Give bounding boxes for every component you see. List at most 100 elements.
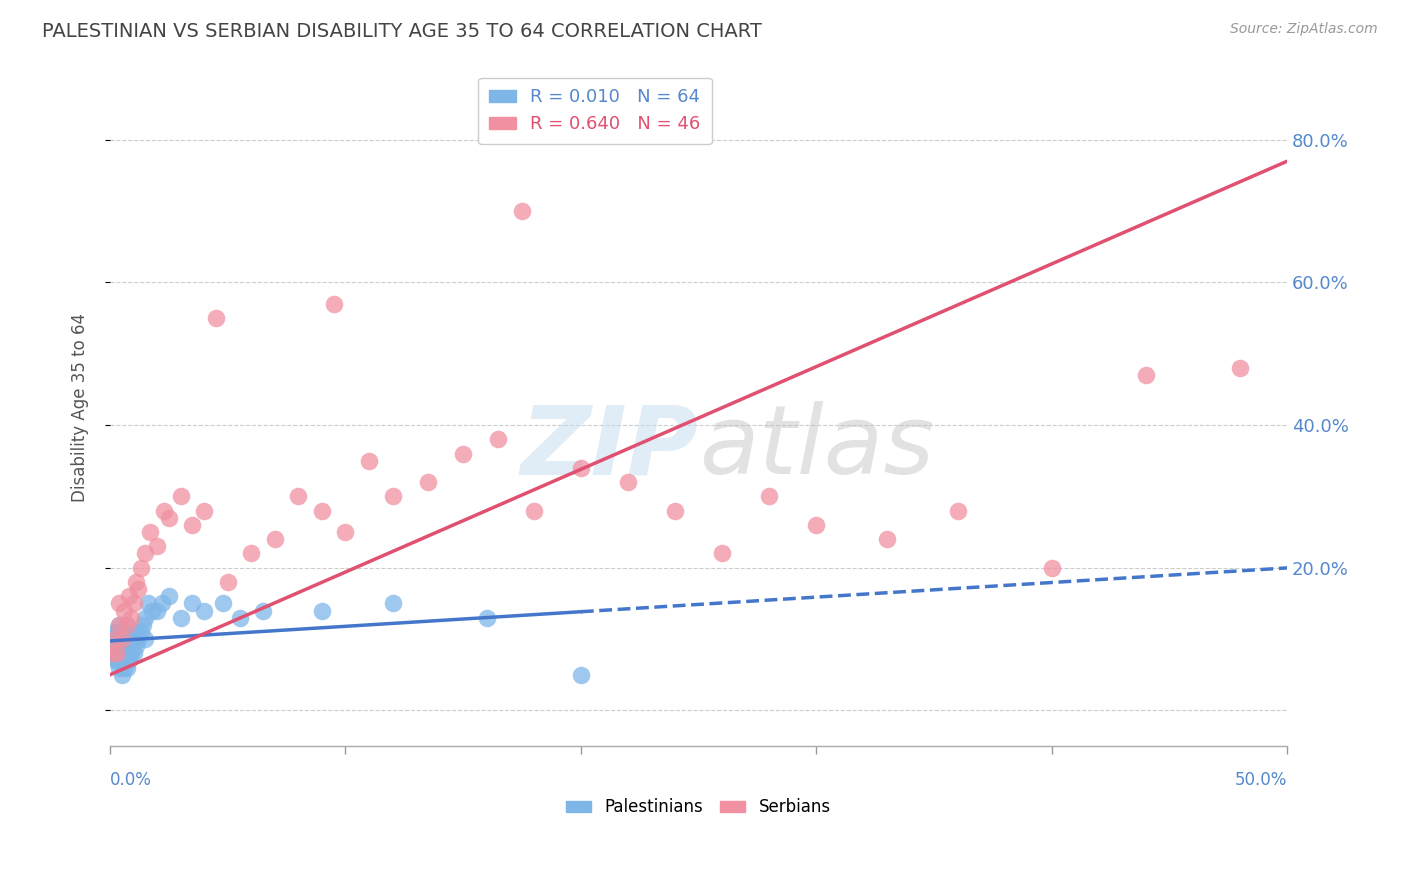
- Point: [108, 639, 131, 653]
- Point: [125, 624, 148, 639]
- Point: [475, 610, 498, 624]
- Point: [115, 646, 138, 660]
- Point: [120, 610, 142, 624]
- Point: [122, 646, 145, 660]
- Point: [157, 589, 180, 603]
- Text: ZIP: ZIP: [520, 401, 699, 494]
- Point: [228, 610, 250, 624]
- Point: [111, 632, 134, 646]
- Point: [115, 617, 138, 632]
- Point: [205, 311, 228, 326]
- Point: [170, 610, 193, 624]
- Point: [101, 639, 124, 653]
- Point: [108, 653, 131, 667]
- Point: [105, 632, 128, 646]
- Point: [101, 632, 124, 646]
- Point: [170, 490, 193, 504]
- Point: [125, 574, 148, 589]
- Point: [569, 461, 592, 475]
- Point: [105, 646, 128, 660]
- Point: [416, 475, 439, 490]
- Point: [112, 632, 135, 646]
- Point: [664, 504, 686, 518]
- Point: [112, 603, 135, 617]
- Point: [139, 525, 162, 540]
- Point: [127, 582, 149, 596]
- Point: [451, 447, 474, 461]
- Point: [335, 525, 357, 540]
- Point: [129, 560, 152, 574]
- Point: [711, 546, 734, 560]
- Text: 50.0%: 50.0%: [1234, 771, 1286, 789]
- Point: [101, 646, 124, 660]
- Point: [181, 596, 204, 610]
- Point: [311, 603, 333, 617]
- Point: [876, 533, 898, 547]
- Point: [758, 490, 780, 504]
- Text: PALESTINIAN VS SERBIAN DISABILITY AGE 35 TO 64 CORRELATION CHART: PALESTINIAN VS SERBIAN DISABILITY AGE 35…: [42, 22, 762, 41]
- Point: [132, 617, 155, 632]
- Point: [252, 603, 274, 617]
- Point: [287, 490, 309, 504]
- Point: [112, 653, 135, 667]
- Point: [118, 589, 141, 603]
- Text: Source: ZipAtlas.com: Source: ZipAtlas.com: [1230, 22, 1378, 37]
- Point: [112, 624, 135, 639]
- Point: [105, 653, 128, 667]
- Point: [104, 624, 127, 639]
- Point: [112, 639, 135, 653]
- Point: [1135, 368, 1157, 383]
- Point: [193, 603, 215, 617]
- Text: atlas: atlas: [699, 401, 934, 494]
- Point: [118, 653, 141, 667]
- Point: [105, 646, 128, 660]
- Point: [157, 511, 180, 525]
- Point: [569, 667, 592, 681]
- Point: [112, 660, 135, 674]
- Point: [105, 639, 128, 653]
- Point: [111, 667, 134, 681]
- Point: [1229, 361, 1251, 376]
- Point: [108, 617, 131, 632]
- Point: [311, 504, 333, 518]
- Point: [125, 639, 148, 653]
- Point: [120, 646, 142, 660]
- Point: [118, 624, 141, 639]
- Legend: Palestinians, Serbians: Palestinians, Serbians: [560, 791, 838, 823]
- Point: [115, 660, 138, 674]
- Point: [115, 632, 138, 646]
- Point: [115, 639, 138, 653]
- Point: [240, 546, 263, 560]
- Point: [322, 297, 344, 311]
- Point: [212, 596, 235, 610]
- Point: [146, 603, 169, 617]
- Point: [127, 632, 149, 646]
- Point: [129, 624, 152, 639]
- Point: [141, 603, 163, 617]
- Point: [108, 617, 131, 632]
- Point: [104, 632, 127, 646]
- Point: [263, 533, 285, 547]
- Point: [111, 632, 134, 646]
- Point: [120, 624, 142, 639]
- Point: [122, 596, 145, 610]
- Point: [104, 653, 127, 667]
- Point: [146, 539, 169, 553]
- Point: [108, 646, 131, 660]
- Point: [381, 490, 404, 504]
- Point: [134, 610, 156, 624]
- Point: [108, 660, 131, 674]
- Point: [488, 433, 510, 447]
- Point: [181, 518, 204, 533]
- Point: [111, 639, 134, 653]
- Point: [153, 504, 176, 518]
- Point: [104, 639, 127, 653]
- Point: [111, 646, 134, 660]
- Point: [136, 596, 159, 610]
- Point: [104, 632, 127, 646]
- Point: [122, 632, 145, 646]
- Point: [193, 504, 215, 518]
- Y-axis label: Disability Age 35 to 64: Disability Age 35 to 64: [72, 313, 89, 502]
- Point: [118, 632, 141, 646]
- Point: [217, 574, 239, 589]
